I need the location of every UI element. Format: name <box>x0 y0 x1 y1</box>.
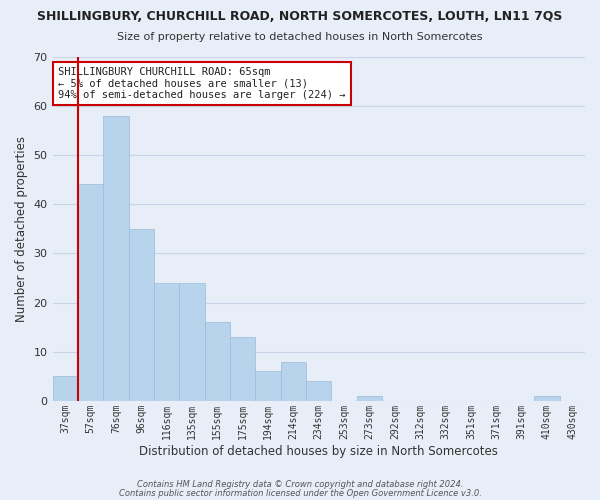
Bar <box>256 372 281 401</box>
Y-axis label: Number of detached properties: Number of detached properties <box>15 136 28 322</box>
Bar <box>205 322 230 401</box>
Bar <box>281 362 306 401</box>
Bar <box>357 396 382 401</box>
Bar <box>306 381 331 401</box>
Text: SHILLINGBURY CHURCHILL ROAD: 65sqm
← 5% of detached houses are smaller (13)
94% : SHILLINGBURY CHURCHILL ROAD: 65sqm ← 5% … <box>58 67 346 100</box>
Bar <box>53 376 78 401</box>
Text: Contains HM Land Registry data © Crown copyright and database right 2024.: Contains HM Land Registry data © Crown c… <box>137 480 463 489</box>
X-axis label: Distribution of detached houses by size in North Somercotes: Distribution of detached houses by size … <box>139 444 498 458</box>
Text: SHILLINGBURY, CHURCHILL ROAD, NORTH SOMERCOTES, LOUTH, LN11 7QS: SHILLINGBURY, CHURCHILL ROAD, NORTH SOME… <box>37 10 563 23</box>
Text: Size of property relative to detached houses in North Somercotes: Size of property relative to detached ho… <box>117 32 483 42</box>
Bar <box>78 184 103 401</box>
Text: Contains public sector information licensed under the Open Government Licence v3: Contains public sector information licen… <box>119 488 481 498</box>
Bar <box>154 283 179 401</box>
Bar <box>534 396 560 401</box>
Bar <box>128 228 154 401</box>
Bar <box>179 283 205 401</box>
Bar <box>103 116 128 401</box>
Bar <box>230 337 256 401</box>
